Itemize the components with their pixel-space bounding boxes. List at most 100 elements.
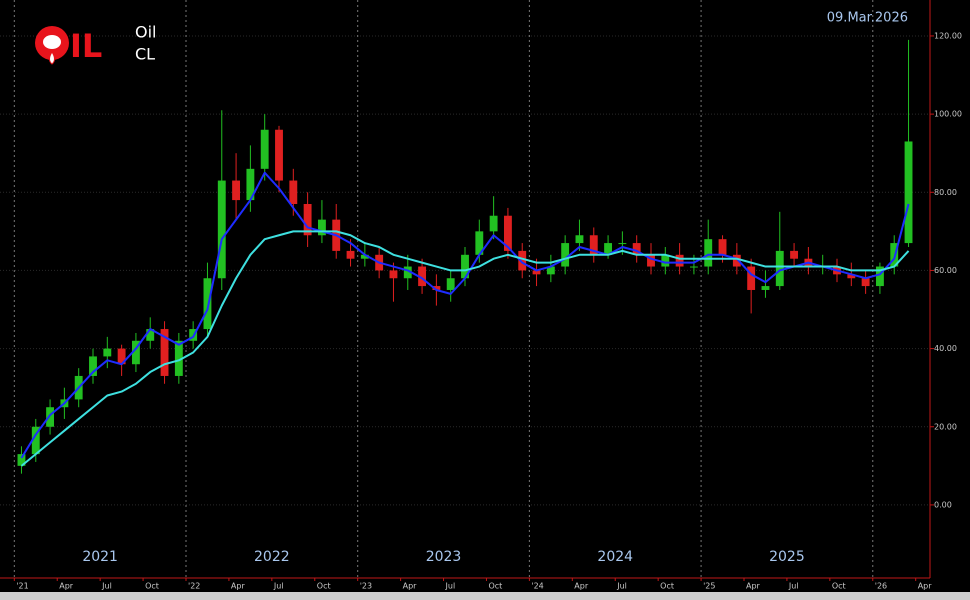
x-tick-label: Jul bbox=[616, 582, 627, 591]
x-tick-label: Jul bbox=[445, 582, 456, 591]
x-tick-label: Oct bbox=[832, 582, 846, 591]
instrument-symbol: CL bbox=[135, 45, 155, 64]
candle-body bbox=[732, 254, 741, 267]
candle-body bbox=[303, 204, 312, 236]
y-tick-label: 120.00 bbox=[934, 31, 962, 40]
candle-body bbox=[904, 141, 913, 244]
bottom-strip bbox=[0, 592, 970, 600]
year-label: 2025 bbox=[769, 549, 805, 565]
candle-body bbox=[575, 235, 584, 244]
candle-body bbox=[861, 278, 870, 287]
y-tick-label: 100.00 bbox=[934, 110, 962, 119]
x-tick-label: Jul bbox=[788, 582, 799, 591]
candle-body bbox=[289, 180, 298, 204]
candle-body bbox=[232, 180, 241, 201]
marks bbox=[17, 39, 913, 474]
y-tick-label: 60.00 bbox=[934, 266, 957, 275]
candle-body bbox=[203, 278, 212, 330]
candle-body bbox=[317, 219, 326, 236]
instrument-name: Oil bbox=[135, 23, 156, 42]
candle-body bbox=[489, 215, 498, 232]
x-tick-label: '24 bbox=[531, 582, 543, 591]
candle-body bbox=[432, 286, 441, 290]
candle-body bbox=[31, 426, 40, 455]
candle-body bbox=[704, 239, 713, 267]
candle-body bbox=[632, 243, 641, 255]
logo-text: IL bbox=[70, 27, 102, 65]
year-label: 2024 bbox=[597, 549, 633, 565]
candle-body bbox=[389, 270, 398, 279]
y-tick-label: 80.00 bbox=[934, 188, 957, 197]
candle-body bbox=[675, 254, 684, 267]
x-tick-label: Jul bbox=[273, 582, 284, 591]
x-tick-label: Apr bbox=[59, 582, 74, 591]
y-tick-label: 0.00 bbox=[934, 500, 952, 509]
year-label: 2023 bbox=[426, 549, 462, 565]
candle-body bbox=[360, 254, 369, 259]
candle-body bbox=[103, 348, 112, 357]
candle-body bbox=[475, 231, 484, 255]
candle-body bbox=[17, 454, 26, 466]
moving-average bbox=[20, 230, 910, 467]
candle-body bbox=[718, 239, 727, 255]
candle-body bbox=[561, 243, 570, 267]
candle-body bbox=[761, 286, 770, 290]
candle-body bbox=[790, 250, 799, 259]
candle-body bbox=[604, 243, 613, 255]
x-tick-label: Apr bbox=[574, 582, 589, 591]
x-tick-label: Apr bbox=[746, 582, 761, 591]
date-label: 09.Mar.2026 bbox=[827, 11, 908, 26]
x-tick-label: '23 bbox=[360, 582, 372, 591]
candle-body bbox=[117, 348, 126, 365]
logo: IL bbox=[35, 26, 102, 65]
candle-body bbox=[775, 250, 784, 287]
y-tick-label: 20.00 bbox=[934, 422, 957, 431]
candle-body bbox=[546, 266, 555, 275]
logo-drop bbox=[43, 35, 61, 49]
candle-body bbox=[174, 340, 183, 376]
candle-body bbox=[131, 340, 140, 365]
candle-body bbox=[875, 266, 884, 287]
candle-body bbox=[532, 270, 541, 275]
candle-body bbox=[246, 168, 255, 201]
x-tick-label: Oct bbox=[660, 582, 674, 591]
candle-body bbox=[418, 266, 427, 287]
y-tick-label: 40.00 bbox=[934, 344, 957, 353]
candle-body bbox=[146, 329, 155, 341]
candle-body bbox=[518, 250, 527, 271]
x-tick-label: Oct bbox=[317, 582, 331, 591]
candle-body bbox=[446, 278, 455, 290]
candle-body bbox=[589, 235, 598, 255]
candle-body bbox=[217, 180, 226, 279]
candle-body bbox=[689, 266, 698, 268]
x-tick-label: Apr bbox=[231, 582, 246, 591]
candle-body bbox=[260, 129, 269, 169]
x-tick-label: '21 bbox=[16, 582, 28, 591]
logo-drip bbox=[49, 51, 55, 65]
x-tick-label: Jul bbox=[101, 582, 112, 591]
candle-body bbox=[647, 254, 655, 267]
candle-body bbox=[346, 250, 355, 259]
x-tick-label: Oct bbox=[488, 582, 502, 591]
candle-body bbox=[503, 215, 512, 251]
x-tick-label: '26 bbox=[875, 582, 887, 591]
candle-body bbox=[747, 266, 756, 290]
x-tick-label: Apr bbox=[918, 582, 933, 591]
moving-average bbox=[20, 171, 910, 459]
candle-body bbox=[160, 329, 169, 376]
candle-body bbox=[847, 274, 856, 279]
candle-body bbox=[46, 407, 55, 427]
candle-body bbox=[461, 254, 469, 279]
candle-body bbox=[89, 356, 97, 376]
year-label: 2022 bbox=[254, 549, 290, 565]
candle-body bbox=[403, 266, 412, 279]
candle-body bbox=[618, 243, 627, 245]
x-tick-label: '22 bbox=[188, 582, 200, 591]
candle-body bbox=[275, 129, 283, 181]
x-tick-label: Apr bbox=[403, 582, 418, 591]
year-label: 2021 bbox=[82, 549, 118, 565]
x-tick-label: Oct bbox=[145, 582, 159, 591]
